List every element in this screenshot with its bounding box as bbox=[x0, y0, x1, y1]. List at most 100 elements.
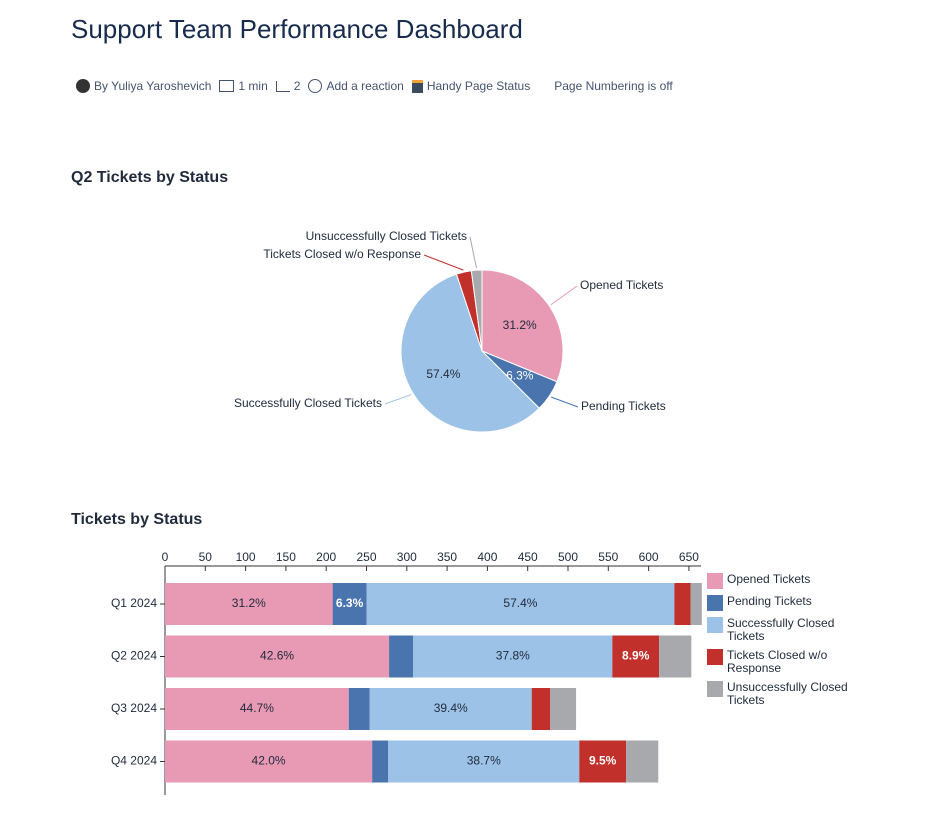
bar-segment bbox=[366, 583, 675, 625]
slice-value-label: 6.3% bbox=[506, 368, 534, 382]
bar-value-label: 38.7% bbox=[467, 754, 501, 768]
bar-segment bbox=[550, 688, 577, 730]
page-meta: By Yuliya Yaroshevich 1 min 2 Add a reac… bbox=[76, 79, 673, 93]
bar-value-label: 39.4% bbox=[434, 701, 468, 715]
read-time: 1 min bbox=[219, 79, 268, 93]
chart-icon bbox=[275, 80, 290, 92]
x-tick-label: 150 bbox=[276, 550, 296, 564]
bar-segment bbox=[413, 635, 613, 678]
bar-segment bbox=[332, 583, 367, 625]
bar-segment bbox=[659, 635, 692, 678]
bar-segment bbox=[690, 583, 702, 625]
slice-category: Pending Tickets bbox=[581, 399, 666, 413]
legend-label: Unsuccessfully Closed Tickets bbox=[727, 680, 848, 707]
legend-item[interactable]: Unsuccessfully Closed Tickets bbox=[707, 681, 857, 707]
bar-segment bbox=[531, 688, 551, 730]
legend-label: Tickets Closed w/o Response bbox=[727, 648, 828, 675]
chart-title: Q2 Tickets by Status bbox=[71, 169, 228, 186]
leader-line bbox=[550, 285, 578, 306]
x-tick-label: 400 bbox=[477, 550, 497, 564]
legend-item[interactable]: Opened Tickets bbox=[707, 573, 857, 589]
reaction[interactable]: Add a reaction bbox=[308, 79, 404, 93]
legend-label: Pending Tickets bbox=[727, 594, 812, 608]
bar-segment bbox=[626, 740, 659, 783]
x-tick-label: 0 bbox=[162, 550, 169, 564]
bar-value-label: 57.4% bbox=[503, 596, 537, 610]
leader-line bbox=[384, 394, 412, 405]
analytics-text: 2 bbox=[293, 79, 301, 93]
bar-segment bbox=[388, 740, 580, 783]
bar-value-label: 8.9% bbox=[622, 649, 650, 663]
book-icon bbox=[219, 80, 235, 92]
bar-segment bbox=[612, 635, 660, 678]
legend-label: Opened Tickets bbox=[727, 572, 811, 586]
x-tick-label: 50 bbox=[199, 550, 213, 564]
legend-item[interactable]: Successfully Closed Tickets bbox=[707, 617, 857, 643]
legend-swatch bbox=[707, 649, 723, 665]
legend-item[interactable]: Tickets Closed w/o Response bbox=[707, 649, 857, 675]
y-tick-label: Q3 2024 bbox=[111, 701, 157, 715]
bar-segment bbox=[165, 740, 373, 783]
bar-segment bbox=[165, 688, 349, 730]
slice-category: Unsuccessfully Closed Tickets bbox=[306, 229, 467, 243]
slice-category: Successfully Closed Tickets bbox=[234, 396, 382, 410]
chart-title: Tickets by Status bbox=[71, 511, 202, 528]
smile-icon bbox=[308, 79, 323, 93]
legend-swatch bbox=[707, 595, 723, 611]
leader-line bbox=[550, 396, 579, 408]
avatar bbox=[76, 79, 90, 93]
x-tick-label: 650 bbox=[679, 550, 699, 564]
x-tick-label: 550 bbox=[598, 550, 618, 564]
x-tick-label: 350 bbox=[437, 550, 457, 564]
x-tick-label: 500 bbox=[558, 550, 578, 564]
bar-value-label: 37.8% bbox=[496, 649, 530, 663]
bar-value-label: 31.2% bbox=[232, 596, 266, 610]
slice-value-label: 57.4% bbox=[426, 367, 460, 381]
legend-swatch bbox=[707, 573, 723, 589]
x-tick-label: 600 bbox=[639, 550, 659, 564]
pie-slice bbox=[481, 269, 564, 383]
bar-segment bbox=[579, 740, 627, 783]
page-numbering-text: Page Numbering is off bbox=[554, 79, 673, 93]
legend: Opened Tickets Pending Tickets Successfull… bbox=[707, 573, 857, 713]
bar-segment bbox=[372, 740, 389, 783]
bar-segment bbox=[165, 635, 390, 678]
page-status-text: Handy Page Status bbox=[426, 79, 531, 93]
page-status[interactable]: Handy Page Status bbox=[411, 79, 531, 93]
y-tick-label: Q4 2024 bbox=[111, 754, 157, 768]
bar-segment bbox=[369, 688, 532, 730]
bar-segment bbox=[674, 583, 691, 625]
slice-category: Opened Tickets bbox=[580, 278, 663, 292]
author-text: By Yuliya Yaroshevich bbox=[94, 79, 212, 93]
legend-label: Successfully Closed Tickets bbox=[727, 616, 835, 643]
bar-segment bbox=[165, 583, 333, 625]
y-tick-label: Q2 2024 bbox=[111, 649, 157, 663]
leader-line bbox=[423, 254, 464, 271]
x-tick-label: 300 bbox=[397, 550, 417, 564]
reaction-text: Add a reaction bbox=[326, 79, 404, 93]
x-tick-label: 450 bbox=[518, 550, 538, 564]
bar-value-label: 9.5% bbox=[589, 754, 617, 768]
bar-value-label: 44.7% bbox=[240, 701, 274, 715]
author[interactable]: By Yuliya Yaroshevich bbox=[76, 79, 211, 93]
bar-value-label: 6.3% bbox=[336, 596, 364, 610]
legend-swatch bbox=[707, 681, 723, 697]
slice-value-label: 31.2% bbox=[503, 318, 537, 332]
bar-value-label: 42.0% bbox=[252, 754, 286, 768]
bar-value-label: 42.6% bbox=[260, 649, 294, 663]
x-tick-label: 200 bbox=[316, 550, 336, 564]
legend-item[interactable]: Pending Tickets bbox=[707, 595, 857, 611]
y-tick-label: Q1 2024 bbox=[111, 596, 157, 610]
pie-slice bbox=[470, 269, 483, 352]
page-numbering[interactable]: ​Page Numbering is off bbox=[538, 79, 673, 93]
slice-category: Tickets Closed w/o Response bbox=[263, 247, 421, 261]
analytics[interactable]: 2 bbox=[275, 79, 301, 93]
legend-swatch bbox=[707, 617, 723, 633]
pie-slice bbox=[400, 273, 540, 433]
bar-segment bbox=[389, 635, 414, 678]
x-tick-label: 100 bbox=[236, 550, 256, 564]
bar-segment bbox=[348, 688, 370, 730]
x-tick-label: 250 bbox=[356, 550, 376, 564]
